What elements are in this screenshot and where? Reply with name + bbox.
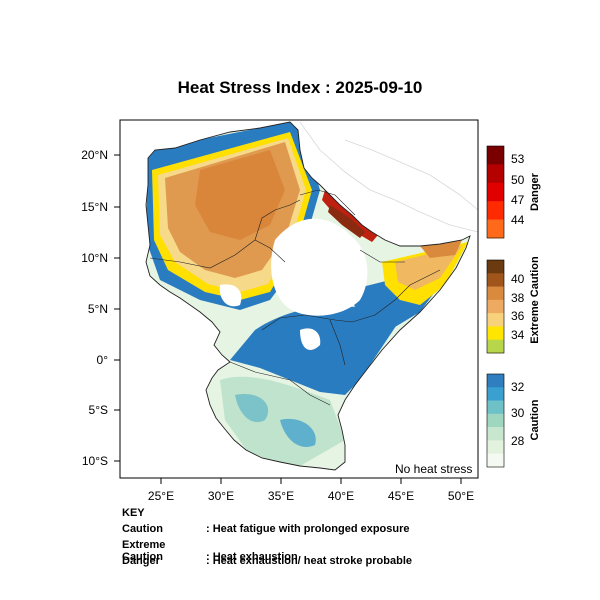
- lat-tick-label: 20°N: [81, 148, 108, 162]
- colorbar-danger-title: Danger: [529, 172, 541, 211]
- colorbar-extreme-title: Extreme Caution: [529, 256, 541, 344]
- key-desc: : Heat exhaustion/ heat stroke probable: [206, 555, 412, 567]
- colorbar-caution-label: 32: [511, 380, 525, 394]
- colorbar-extreme-label: 38: [511, 291, 525, 305]
- key-row-danger: Danger : Heat exhaustion/ heat stroke pro…: [122, 555, 412, 567]
- key-row-caution: Caution : Heat fatigue with prolonged exp…: [122, 523, 410, 535]
- map-frame: [119, 119, 479, 479]
- colorbar-extreme-swatch: [487, 286, 504, 301]
- key-row-extreme: Extreme Caution : Heat exhaustion: [122, 539, 298, 563]
- colorbar-extreme-swatch: [487, 339, 504, 354]
- lat-tick-label: 5°N: [88, 302, 108, 316]
- key-desc: : Heat exhaustion: [206, 551, 298, 563]
- colorbar-caution-swatch: [487, 440, 504, 455]
- colorbar-danger: [486, 145, 505, 239]
- key-term: Danger: [122, 555, 160, 567]
- colorbar-caution-title: Caution: [529, 399, 541, 440]
- colorbar-extreme-swatch: [487, 299, 504, 314]
- colorbar-danger-swatch: [487, 146, 504, 165]
- colorbar-extreme-swatch: [487, 260, 504, 274]
- key-term: Caution: [122, 523, 163, 535]
- colorbar-caution-label: 30: [511, 406, 525, 420]
- colorbar-extreme-swatch: [487, 273, 504, 287]
- colorbar-caution-swatch: [487, 400, 504, 415]
- colorbar-danger-label: 53: [511, 152, 525, 166]
- axis-ticks: [114, 154, 462, 484]
- colorbar-danger-swatch: [487, 182, 504, 202]
- lon-tick-label: 35°E: [268, 489, 294, 503]
- colorbar-caution-frame: [486, 373, 505, 468]
- lat-tick-label: 10°N: [81, 251, 108, 265]
- colorbar-extreme-swatch: [487, 326, 504, 341]
- colorbar-caution-swatch: [487, 427, 504, 441]
- lat-tick-label: 10°S: [82, 454, 108, 468]
- lat-tick-label: 5°S: [89, 403, 108, 417]
- colorbar-danger-swatch: [487, 164, 504, 184]
- lon-tick-label: 30°E: [208, 489, 234, 503]
- lon-tick-label: 40°E: [328, 489, 354, 503]
- colorbar-caution-label: 28: [511, 434, 525, 448]
- lon-tick-label: 45°E: [388, 489, 414, 503]
- colorbar-extreme-swatch: [487, 313, 504, 327]
- colorbar-extreme-label: 40: [511, 272, 525, 286]
- colorbar-extreme-label: 34: [511, 328, 525, 342]
- lat-tick-label: 15°N: [81, 200, 108, 214]
- no-heat-stress-label: No heat stress: [395, 462, 473, 476]
- key-term: Extreme Caution: [122, 539, 166, 563]
- colorbar-extreme-label: 36: [511, 309, 525, 323]
- colorbar-danger-swatch: [487, 219, 504, 239]
- map-title: Heat Stress Index : 2025-09-10: [177, 78, 423, 97]
- colorbar-caution-swatch: [487, 453, 504, 468]
- lon-tick-label: 25°E: [148, 489, 174, 503]
- colorbar-caution-swatch: [487, 387, 504, 401]
- colorbar-danger-label: 50: [511, 173, 525, 187]
- colorbar-danger-label: 47: [511, 193, 525, 207]
- colorbar-caution-swatch: [487, 374, 504, 388]
- key-desc: : Heat fatigue with prolonged exposure: [206, 523, 410, 535]
- colorbar-danger-label: 44: [511, 213, 525, 227]
- colorbar-danger-swatch: [487, 201, 504, 220]
- lat-tick-label: 0°: [97, 353, 109, 367]
- country-borders: [149, 189, 441, 406]
- colorbar-extreme: [486, 259, 505, 354]
- colorbar-extreme-frame: [486, 259, 505, 354]
- lon-tick-label: 50°E: [448, 489, 474, 503]
- colorbar-danger-frame: [486, 145, 505, 239]
- colorbar-caution-swatch: [487, 413, 504, 428]
- key-heading: KEY: [122, 507, 145, 519]
- background-coastlines: [299, 121, 478, 233]
- colorbar-caution: [486, 373, 505, 468]
